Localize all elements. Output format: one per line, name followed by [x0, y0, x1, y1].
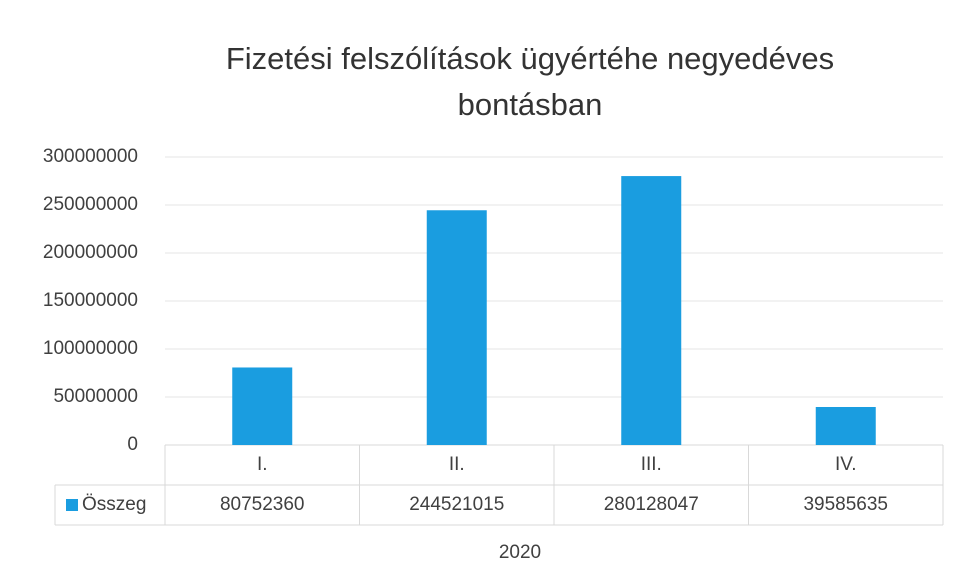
bar — [815, 406, 876, 445]
table-value: 280128047 — [604, 494, 699, 515]
y-tick-label: 50000000 — [53, 386, 138, 407]
table-value: 80752360 — [220, 494, 305, 515]
x-axis-label: 2020 — [499, 542, 541, 563]
bar — [232, 367, 293, 445]
y-tick-label: 0 — [127, 434, 138, 455]
legend-swatch — [66, 499, 78, 511]
table-value: 39585635 — [803, 494, 888, 515]
y-tick-label: 150000000 — [43, 290, 138, 311]
y-tick-label: 100000000 — [43, 338, 138, 359]
bar — [426, 210, 487, 445]
x-tick-label: IV. — [835, 454, 857, 475]
y-tick-label: 300000000 — [43, 146, 138, 167]
legend-label: Összeg — [82, 494, 146, 515]
bar — [621, 176, 682, 445]
table-value: 244521015 — [409, 494, 504, 515]
y-tick-label: 200000000 — [43, 242, 138, 263]
chart-title: Fizetési felszólítások ügyértéhe negyedé… — [225, 41, 835, 122]
x-tick-label: III. — [641, 454, 662, 475]
y-tick-label: 250000000 — [43, 194, 138, 215]
x-tick-label: I. — [257, 454, 268, 475]
x-tick-label: II. — [449, 454, 465, 475]
